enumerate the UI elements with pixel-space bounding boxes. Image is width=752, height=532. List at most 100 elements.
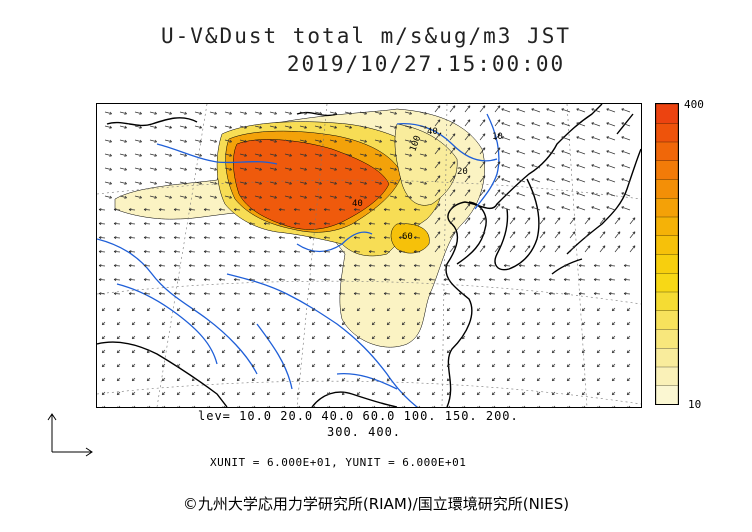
wind-vector xyxy=(401,377,406,382)
wind-vector xyxy=(134,125,143,129)
wind-vector xyxy=(531,206,541,211)
wind-vector xyxy=(209,195,218,199)
wind-vector xyxy=(188,264,196,268)
wind-vector xyxy=(389,111,398,115)
wind-vector xyxy=(113,250,121,254)
wind-vector xyxy=(591,192,601,197)
wind-vector xyxy=(449,175,456,183)
wind-vector xyxy=(404,167,413,171)
wind-vector xyxy=(531,164,541,169)
wind-vector xyxy=(218,250,226,254)
colorbar-swatch xyxy=(655,235,679,255)
wind-vector xyxy=(546,164,556,169)
wind-vector xyxy=(591,178,601,183)
wind-vector xyxy=(134,153,143,157)
wind-vector xyxy=(371,377,376,382)
wind-vector xyxy=(626,335,631,340)
wind-vector xyxy=(143,250,151,254)
wind-vector xyxy=(531,122,541,127)
wind-vector xyxy=(296,349,301,354)
wind-vector xyxy=(464,189,471,197)
wind-vector xyxy=(516,178,526,183)
wind-vector xyxy=(254,195,263,199)
wind-vector xyxy=(416,391,421,396)
wind-vector xyxy=(551,391,556,396)
wind-vector xyxy=(561,150,571,155)
wind-vector xyxy=(98,208,106,212)
wind-vector xyxy=(98,264,106,268)
wind-vector xyxy=(503,264,511,268)
wind-vector xyxy=(299,125,308,129)
wind-vector xyxy=(506,349,511,354)
wind-vector xyxy=(113,264,121,268)
wind-vector xyxy=(311,335,316,340)
wind-vector xyxy=(296,377,301,382)
wind-vector xyxy=(449,245,456,253)
wind-vector xyxy=(491,349,496,354)
wind-vector xyxy=(146,349,151,354)
wind-vector xyxy=(501,122,511,127)
wind-vector xyxy=(147,405,151,407)
wind-vector xyxy=(218,278,226,282)
wind-vector xyxy=(209,139,218,143)
wind-vector xyxy=(161,349,166,354)
wind-vector xyxy=(501,150,511,155)
wind-vector xyxy=(104,125,113,129)
wind-vector xyxy=(101,307,106,312)
colorbar-swatch xyxy=(655,328,679,349)
wind-vector xyxy=(434,147,441,155)
wind-vector xyxy=(278,236,286,240)
wind-vector xyxy=(161,391,166,396)
wind-vector xyxy=(323,250,331,254)
wind-vector xyxy=(492,405,496,407)
wind-vector xyxy=(566,307,571,312)
wind-vector xyxy=(446,321,451,326)
wind-vector xyxy=(383,278,391,282)
wind-vector xyxy=(621,192,631,197)
wind-vector xyxy=(359,181,368,185)
wind-vector xyxy=(621,122,631,127)
wind-vector xyxy=(209,125,218,129)
wind-vector xyxy=(359,125,368,129)
wind-vector xyxy=(582,405,586,407)
wind-vector xyxy=(413,278,421,282)
wind-vector xyxy=(254,125,263,129)
wind-vector xyxy=(353,292,361,296)
wind-vector xyxy=(101,321,106,326)
wind-vector xyxy=(476,363,481,368)
wind-vector xyxy=(551,349,556,354)
wind-vector xyxy=(104,195,113,199)
wind-vector xyxy=(599,217,606,225)
wind-vector xyxy=(404,181,413,185)
wind-vector xyxy=(593,278,601,282)
wind-vector xyxy=(458,278,466,282)
wind-vector xyxy=(428,292,436,296)
wind-vector xyxy=(338,250,346,254)
wind-vector xyxy=(263,278,271,282)
wind-vector xyxy=(266,377,271,382)
colorbar-swatch xyxy=(655,385,679,405)
contour-label: 60 xyxy=(402,232,413,242)
wind-vector xyxy=(312,405,316,407)
wind-vector xyxy=(413,264,421,268)
wind-vector xyxy=(374,125,383,129)
wind-vector xyxy=(386,363,391,368)
wind-vector xyxy=(131,377,136,382)
wind-vector xyxy=(284,111,293,115)
wind-vector xyxy=(239,195,248,199)
wind-vector xyxy=(98,278,106,282)
wind-vector xyxy=(434,161,441,169)
contour-label: 20 xyxy=(457,167,468,177)
wind-vector xyxy=(146,377,151,382)
wind-vector xyxy=(566,321,571,326)
wind-vector xyxy=(188,278,196,282)
wind-vector xyxy=(116,349,121,354)
wind-vector xyxy=(329,195,338,199)
wind-vector xyxy=(164,181,173,185)
wind-vector xyxy=(576,108,586,113)
wind-vector xyxy=(194,167,203,171)
wind-vector xyxy=(518,292,526,296)
wind-vector xyxy=(314,167,323,171)
wind-vector xyxy=(626,377,631,382)
wind-vector xyxy=(389,181,398,185)
